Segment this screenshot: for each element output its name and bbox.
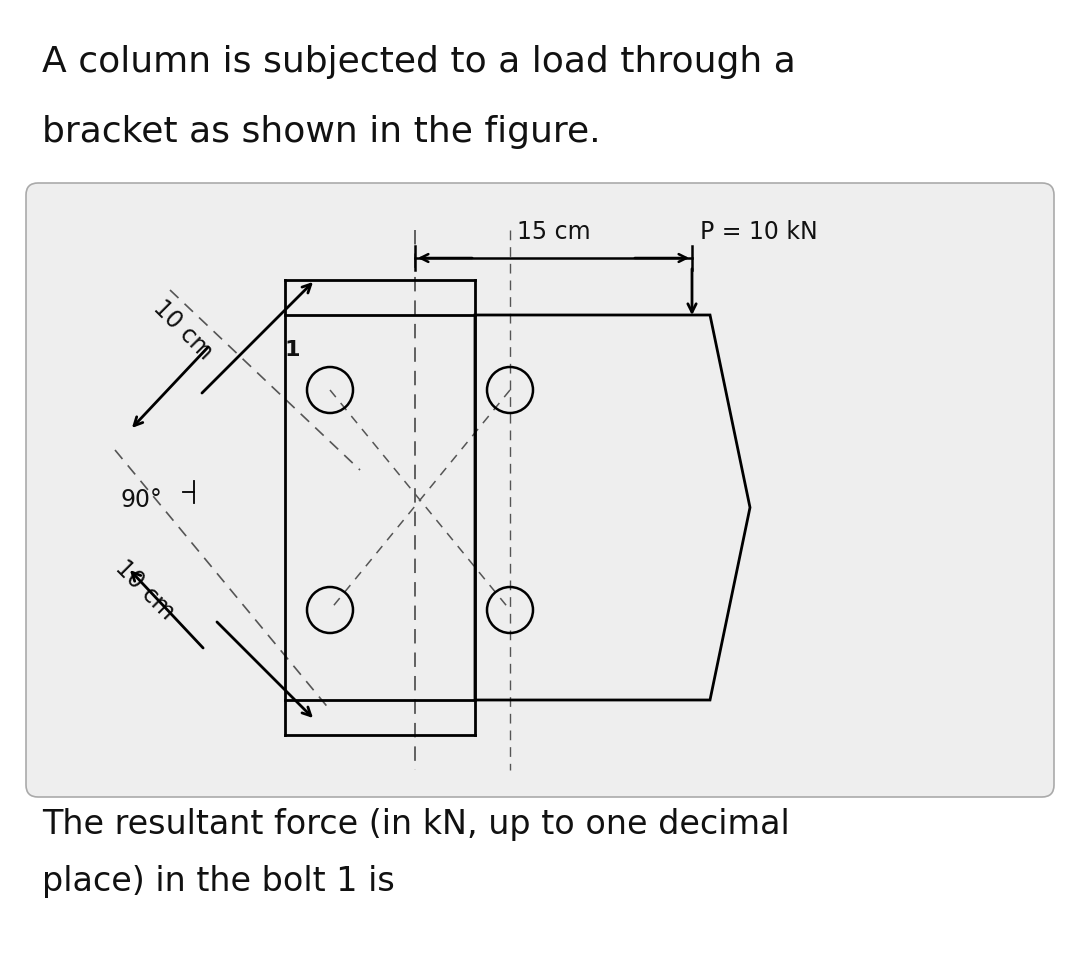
- Text: bracket as shown in the figure.: bracket as shown in the figure.: [42, 115, 600, 149]
- Text: 90°: 90°: [120, 488, 162, 512]
- Text: 1: 1: [284, 340, 300, 360]
- Text: place) in the bolt 1 is: place) in the bolt 1 is: [42, 865, 395, 898]
- FancyBboxPatch shape: [26, 183, 1054, 797]
- Text: The resultant force (in kN, up to one decimal: The resultant force (in kN, up to one de…: [42, 808, 789, 841]
- Text: A column is subjected to a load through a: A column is subjected to a load through …: [42, 45, 796, 79]
- Text: 10 cm: 10 cm: [110, 556, 179, 624]
- Text: 15 cm: 15 cm: [516, 220, 591, 244]
- Text: P = 10 kN: P = 10 kN: [700, 220, 818, 244]
- Text: 10 cm: 10 cm: [148, 296, 217, 364]
